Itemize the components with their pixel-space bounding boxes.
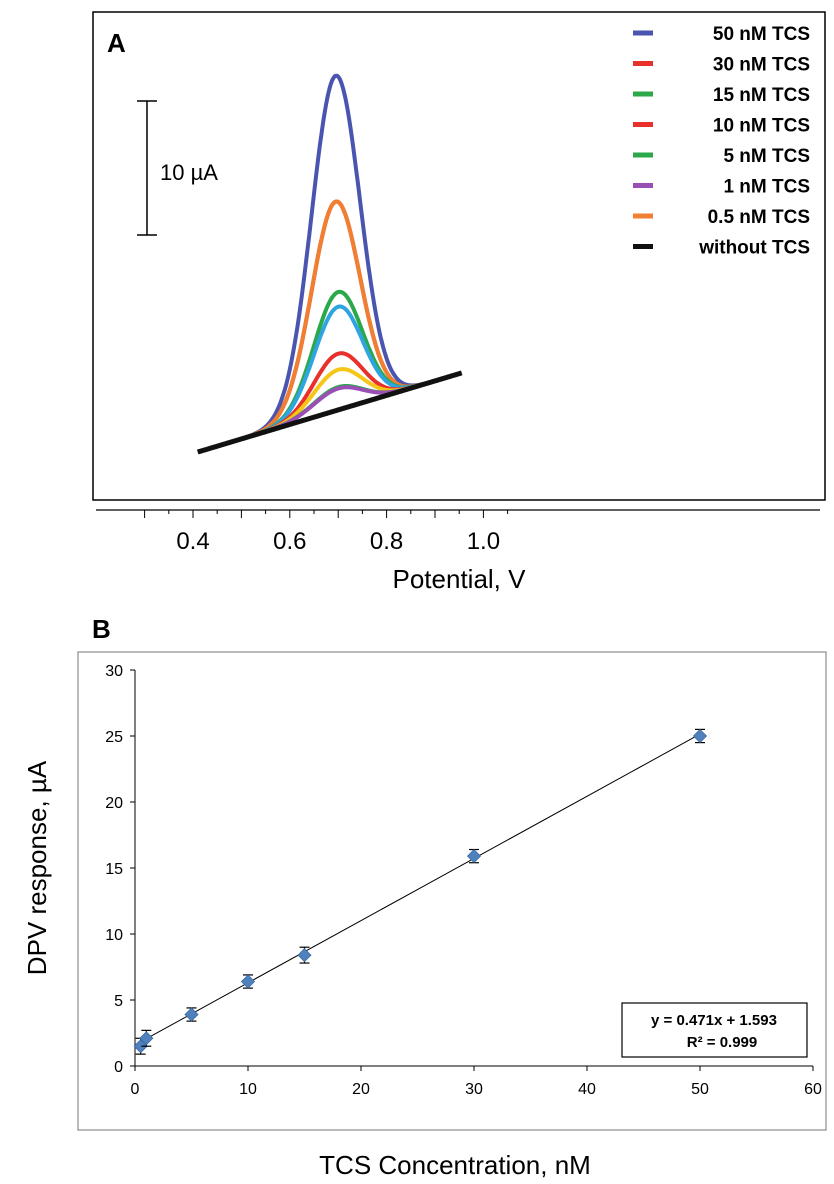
panel-b-x-tick-label: 30 <box>465 1081 483 1098</box>
panel-a-x-tick-label: 0.8 <box>370 528 403 555</box>
panel-b-x-tick-label: 50 <box>691 1081 709 1098</box>
data-point-marker <box>240 974 256 989</box>
panel-a-x-tick-label: 1.0 <box>467 528 500 555</box>
panel-a-legend: 50 nM TCS 30 nM TCS 15 nM TCS 10 nM TCS 5 nM… <box>633 24 810 259</box>
panel-b-chart-frame <box>77 651 827 1131</box>
trace-without-tcs <box>196 370 463 455</box>
panel-b-y-axis-title: DPV response, µA <box>22 760 52 975</box>
panel-b-x-tick-label: 60 <box>804 1081 822 1098</box>
panel-b-x-axis-title: TCS Concentration, nM <box>319 1150 591 1180</box>
panel-a-label: A <box>107 28 126 58</box>
data-point <box>240 974 256 989</box>
panel-a-curves <box>196 73 463 455</box>
fit-line <box>134 733 701 1046</box>
data-point <box>184 1007 199 1022</box>
data-point <box>466 848 482 864</box>
equation-box <box>621 1002 808 1058</box>
panel-a-x-axis-title: Potential, V <box>393 564 527 594</box>
legend-item: 5 nM TCS <box>633 146 810 167</box>
data-point <box>692 728 708 744</box>
legend-item: without TCS <box>633 238 810 259</box>
panel-b-y-tick-label: 20 <box>105 795 123 812</box>
legend-item: 50 nM TCS <box>633 24 810 45</box>
data-point-marker <box>133 1039 148 1054</box>
panel-b-chart: B 0 5 10 15 20 25 30 0 10 20 30 40 50 60 y = 0.471x … <box>22 614 827 1180</box>
panel-b-y-tick-label: 30 <box>105 663 123 680</box>
legend-label: 0.5 nM TCS <box>708 207 810 228</box>
legend-label: 15 nM TCS <box>713 85 810 106</box>
panel-b-x-tick-label: 0 <box>131 1081 140 1098</box>
legend-label: 50 nM TCS <box>713 24 810 45</box>
panel-b-x-tick-label: 20 <box>352 1081 370 1098</box>
panel-b-label: B <box>92 614 111 644</box>
legend-label: 1 nM TCS <box>723 177 810 198</box>
panel-b-y-tick-label: 25 <box>105 729 123 746</box>
r-squared: R² = 0.999 <box>687 1034 757 1051</box>
panel-a-x-ticks: 0.4 0.6 0.8 1.0 <box>144 510 509 555</box>
panel-b-points <box>133 728 708 1055</box>
data-point-marker <box>466 849 482 864</box>
data-point <box>133 1037 148 1055</box>
panel-b-y-tick-label: 15 <box>105 861 123 878</box>
legend-label: 30 nM TCS <box>713 55 810 76</box>
scale-bar: 10 µA <box>137 100 218 236</box>
panel-a-x-tick-label: 0.6 <box>273 528 306 555</box>
legend-item: 30 nM TCS <box>633 55 810 76</box>
panel-b-x-ticks: 0 10 20 30 40 50 60 <box>131 1066 822 1098</box>
panel-b-y-tick-label: 5 <box>114 993 123 1010</box>
panel-b-fit <box>134 733 701 1046</box>
legend-item: 0.5 nM TCS <box>633 207 810 228</box>
legend-item: 10 nM TCS <box>633 116 810 137</box>
legend-label: without TCS <box>698 238 810 259</box>
legend-label: 10 nM TCS <box>713 116 810 137</box>
regression-equation: y = 0.471x + 1.593 <box>651 1012 777 1029</box>
panel-b-y-tick-label: 10 <box>105 927 123 944</box>
legend-label: 5 nM TCS <box>723 146 810 167</box>
scale-bar-label: 10 µA <box>160 160 218 185</box>
panel-b-y-ticks: 0 5 10 15 20 25 30 <box>105 663 135 1076</box>
data-point-marker <box>184 1007 199 1022</box>
panel-b-x-tick-label: 40 <box>578 1081 596 1098</box>
data-point <box>139 1029 154 1047</box>
legend-item: 15 nM TCS <box>633 85 810 106</box>
panel-a-x-tick-label: 0.4 <box>176 528 209 555</box>
data-point-marker <box>139 1031 154 1046</box>
panel-b-y-tick-label: 0 <box>114 1059 123 1076</box>
data-point-marker <box>692 728 708 744</box>
data-point <box>297 946 312 964</box>
data-point-marker <box>297 948 312 963</box>
panel-a-plot-frame <box>92 11 826 501</box>
panel-b-x-tick-label: 10 <box>239 1081 257 1098</box>
legend-item: 1 nM TCS <box>633 177 810 198</box>
panel-a-chart: A 10 µA 50 nM TCS 30 nM TCS 15 nM TCS 10 nM… <box>92 11 826 594</box>
